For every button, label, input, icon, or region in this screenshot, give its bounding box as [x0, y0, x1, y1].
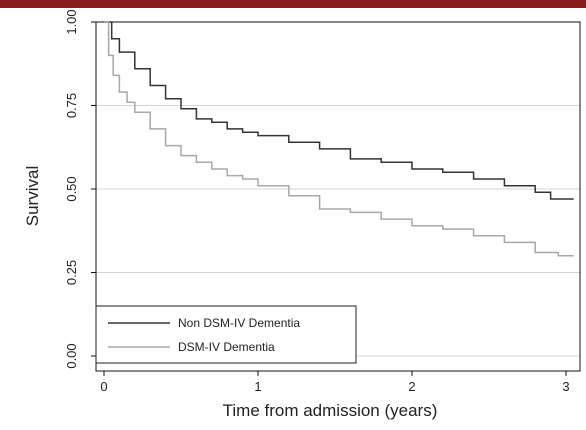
y-axis-label: Survival	[23, 166, 42, 226]
top-border-bar	[0, 0, 586, 8]
series-line-non-dsm-iv-dementia	[104, 21, 574, 200]
legend: Non DSM-IV Dementia DSM-IV Dementia	[95, 305, 357, 364]
y-tick-label: 0.00	[64, 343, 79, 368]
legend-box	[95, 305, 357, 364]
axes: 0.00 0.25 0.50 0.75 1.00 0 1 2 3	[64, 9, 570, 394]
legend-label-non-dsm-iv-dementia: Non DSM-IV Dementia	[178, 316, 300, 330]
x-tick-label: 2	[408, 379, 415, 394]
x-tick-label: 1	[254, 379, 261, 394]
plot-frame	[95, 21, 581, 372]
y-tick-label: 0.25	[64, 260, 79, 285]
series-lines	[104, 21, 574, 257]
y-tick-label: 0.50	[64, 176, 79, 201]
y-tick-label: 0.75	[64, 93, 79, 118]
y-tick-label: 1.00	[64, 9, 79, 34]
legend-label-dsm-iv-dementia: DSM-IV Dementia	[178, 340, 275, 354]
x-tick-label: 3	[562, 379, 569, 394]
series-line-dsm-iv-dementia	[104, 21, 574, 257]
x-tick-label: 0	[100, 379, 107, 394]
x-axis-label: Time from admission (years)	[223, 401, 438, 420]
